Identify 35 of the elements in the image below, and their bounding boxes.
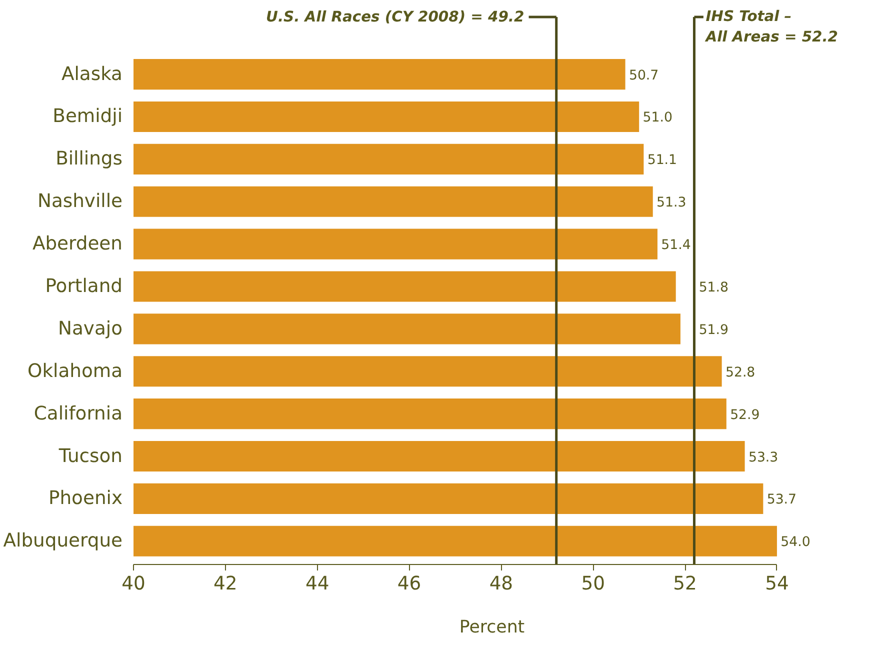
y-tick-label: Alaska: [61, 64, 123, 85]
y-tick-label: California: [34, 403, 123, 424]
x-tick-label: 52: [673, 574, 697, 594]
ref-line-label: U.S. All Races (CY 2008) = 49.2: [266, 8, 524, 26]
data-label: 52.9: [730, 408, 760, 423]
data-label: 51.3: [656, 196, 686, 211]
data-label: 51.0: [642, 110, 672, 126]
y-tick-label: Tucson: [58, 446, 123, 467]
data-label: 52.8: [725, 365, 756, 380]
x-tick-label: 50: [581, 574, 605, 594]
data-label: 51.8: [698, 280, 729, 296]
y-tick-label: Oklahoma: [28, 360, 123, 382]
data-label: 51.9: [698, 322, 729, 338]
data-label: 53.7: [766, 492, 797, 508]
y-tick-label: Aberdeen: [32, 234, 123, 255]
x-tick-label: 40: [122, 574, 146, 594]
data-label: 50.7: [628, 68, 659, 84]
y-tick-label: Nashville: [38, 191, 123, 212]
data-label: 51.1: [647, 153, 678, 168]
y-tick-label: Billings: [56, 148, 123, 170]
y-tick-label: Phoenix: [48, 488, 122, 510]
x-tick-label: 42: [214, 574, 238, 594]
data-label: 54.0: [780, 535, 810, 550]
x-tick-label: 46: [397, 574, 422, 594]
data-label: 53.3: [748, 450, 778, 466]
ref-line-label: IHS Total – All Areas = 52.2: [704, 8, 838, 46]
x-axis-title: Percent: [459, 618, 525, 638]
y-tick-label: Bemidji: [52, 106, 122, 128]
x-tick-label: 44: [305, 574, 330, 594]
x-tick-label: 54: [765, 574, 789, 594]
data-label: 51.4: [661, 238, 691, 254]
x-tick-label: 48: [489, 574, 514, 594]
y-tick-label: Portland: [45, 276, 123, 297]
y-tick-label: Navajo: [58, 318, 123, 340]
y-tick-label: Albuquerque: [3, 530, 123, 552]
